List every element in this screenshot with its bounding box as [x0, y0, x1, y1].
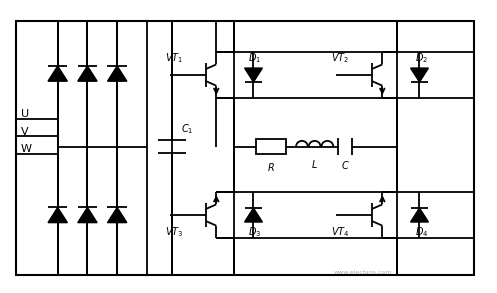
Polygon shape: [411, 208, 428, 222]
Polygon shape: [107, 207, 127, 223]
Bar: [15, 21, 474, 275]
Text: $C_1$: $C_1$: [180, 122, 193, 136]
Text: V: V: [20, 127, 28, 137]
Text: $C$: $C$: [341, 159, 349, 171]
Bar: [256, 139, 286, 154]
Text: $D_3$: $D_3$: [248, 225, 262, 239]
Polygon shape: [78, 207, 97, 223]
Text: $D_2$: $D_2$: [414, 52, 427, 65]
Polygon shape: [48, 207, 68, 223]
Polygon shape: [245, 208, 262, 222]
Polygon shape: [78, 66, 97, 81]
Text: $L$: $L$: [311, 158, 318, 170]
Polygon shape: [411, 68, 428, 82]
Text: U: U: [20, 109, 29, 120]
Text: $VT_1$: $VT_1$: [165, 52, 183, 65]
Text: $VT_3$: $VT_3$: [165, 225, 183, 239]
Text: $D_1$: $D_1$: [248, 52, 261, 65]
Text: $D_4$: $D_4$: [414, 225, 428, 239]
Text: $R$: $R$: [267, 161, 275, 173]
Text: $VT_4$: $VT_4$: [331, 225, 349, 239]
Polygon shape: [245, 68, 262, 82]
Polygon shape: [48, 66, 68, 81]
Polygon shape: [107, 66, 127, 81]
Text: $VT_2$: $VT_2$: [331, 52, 349, 65]
Text: www.elecfans.com: www.elecfans.com: [333, 270, 392, 275]
Text: W: W: [20, 144, 31, 154]
